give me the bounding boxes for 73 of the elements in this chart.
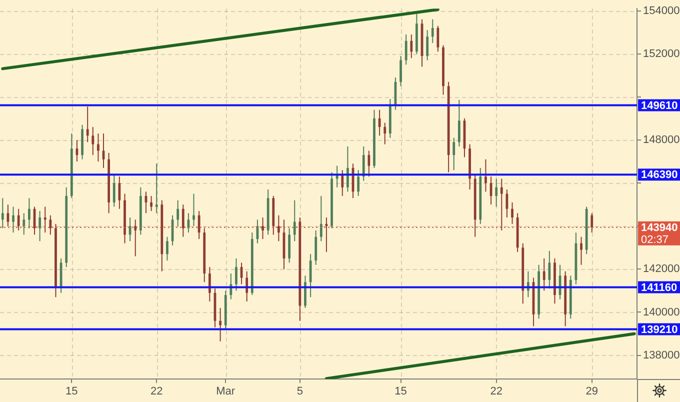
candlestick: [590, 212, 594, 234]
candlestick: [500, 178, 503, 231]
candlestick: [458, 99, 460, 147]
candlestick: [28, 198, 30, 229]
candlestick: [12, 206, 14, 234]
candlestick: [155, 163, 158, 214]
ref-line-label: 146390: [641, 169, 678, 182]
candlestick: [346, 146, 349, 192]
candlestick: [97, 133, 100, 162]
candlestick: [304, 275, 306, 308]
candlestick: [176, 200, 180, 227]
candlestick: [112, 174, 116, 208]
candlestick: [17, 208, 20, 231]
x-tick-label: 22: [490, 386, 502, 398]
ref-line-label: 139210: [641, 324, 678, 336]
candlestick: [384, 122, 386, 145]
candlestick: [118, 176, 121, 210]
candlestick: [484, 158, 487, 192]
x-tick-label: 22: [150, 386, 163, 398]
candlestick: [452, 137, 456, 171]
candlestick: [277, 214, 280, 242]
candlestick: [293, 200, 296, 242]
candlestick: [511, 202, 514, 224]
candlestick: [134, 219, 137, 257]
candlestick: [38, 210, 42, 242]
ref-line-label: 141160: [641, 282, 678, 294]
ref-line-label: 149610: [641, 100, 678, 112]
candlestick: [198, 210, 200, 240]
candlestick: [431, 18, 434, 44]
candlestick: [262, 216, 264, 240]
x-tick-label: 29: [586, 386, 598, 398]
candlestick: [235, 258, 238, 292]
candlestick: [426, 30, 429, 61]
y-tick-label: 148000: [643, 134, 680, 146]
candlestick: [368, 150, 370, 178]
candlestick: [320, 195, 322, 242]
y-tick-label: 154000: [643, 4, 680, 17]
x-tick-label: Mar: [216, 386, 236, 398]
candlestick: [548, 250, 551, 290]
candlestick: [495, 178, 498, 208]
candlestick: [341, 170, 344, 196]
candlestick: [400, 55, 402, 87]
candlestick: [542, 258, 546, 292]
candlestick: [150, 195, 152, 212]
y-tick-label: 138000: [643, 349, 680, 362]
candlestick: [246, 270, 248, 302]
candlestick: [362, 146, 365, 182]
candlestick: [86, 106, 89, 143]
x-tick-label: 5: [296, 386, 303, 398]
text: 02:37: [641, 234, 669, 246]
x-tick-label: 15: [66, 386, 78, 398]
candlestick: [314, 230, 318, 266]
candlestick: [404, 34, 408, 66]
candlestick: [580, 236, 582, 266]
ref-line-label: 143940: [641, 222, 678, 234]
candlestick: [288, 228, 290, 264]
candlestick: [44, 206, 46, 234]
candlestick: [219, 307, 222, 342]
y-tick-label: 142000: [643, 263, 680, 276]
candlestick: [166, 236, 168, 262]
candlestick: [1, 198, 4, 229]
candlestick: [49, 214, 52, 236]
candlestick: [92, 126, 94, 156]
candlestick: [436, 25, 440, 52]
candlestick: [22, 212, 26, 236]
candlestick: [182, 204, 184, 238]
x-tick-label: 15: [394, 386, 407, 398]
candlestick: [357, 170, 360, 196]
candlestick: [192, 193, 195, 227]
y-tick-label: 152000: [643, 48, 680, 60]
candlestick: [410, 34, 413, 59]
y-tick-label: 140000: [643, 306, 680, 318]
candlestick: [208, 266, 211, 302]
